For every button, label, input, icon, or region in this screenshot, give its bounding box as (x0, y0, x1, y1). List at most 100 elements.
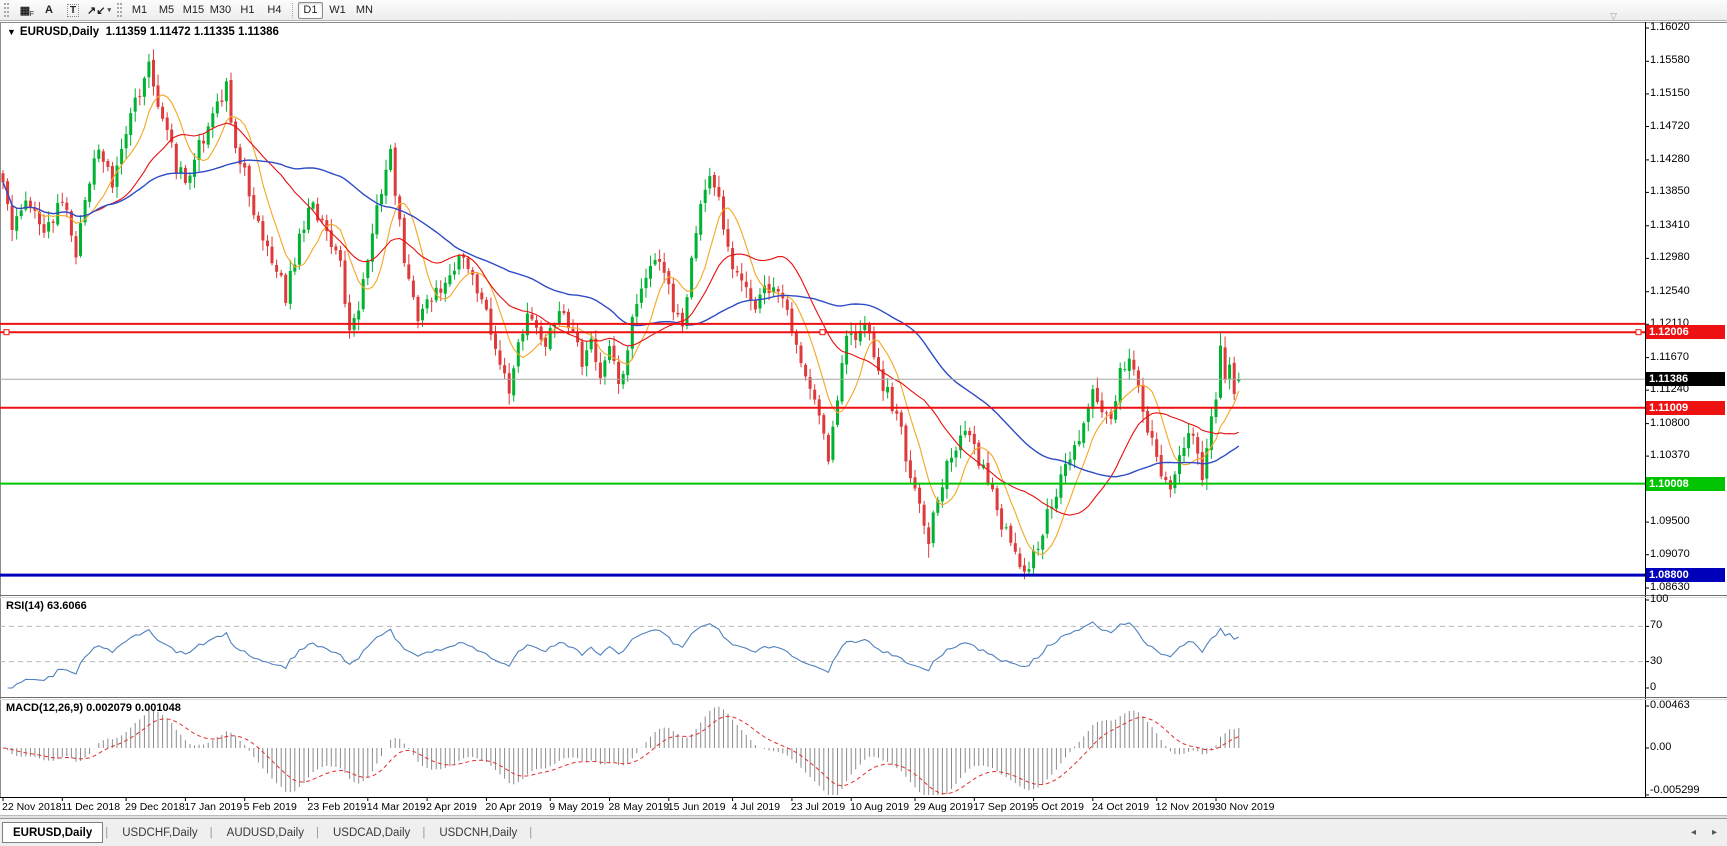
font-tool-icon[interactable]: A (45, 4, 53, 16)
chart-tabs: EURUSD,Daily | USDCHF,Daily | AUDUSD,Daily | U… (0, 819, 534, 846)
date-tick-label: 20 Apr 2019 (485, 801, 542, 813)
toolbar: ▦ F A T ↗↙ ▾ M1 M5 M15 M30 H1 H4 D1 W1 MN (0, 0, 1727, 21)
price-tick-label: 1.13410 (1650, 218, 1690, 231)
tab-separator: | (529, 826, 533, 839)
chart-ohlc: 1.11359 1.11472 1.11335 1.11386 (105, 26, 279, 38)
tab-separator: | (105, 826, 109, 839)
chart-title: ▼ EURUSD,Daily 1.11359 1.11472 1.11335 1.… (7, 26, 279, 38)
rsi-tick-label: 100 (1650, 593, 1669, 605)
toolbar-grip[interactable] (4, 3, 9, 17)
chart-tab-usdcad[interactable]: USDCAD,Daily (332, 826, 411, 839)
chart-tabs-bar: EURUSD,Daily | USDCHF,Daily | AUDUSD,Daily | U… (0, 818, 1727, 846)
chart-grid-icon[interactable]: ▦ F (19, 4, 34, 18)
date-tick-label: 12 Nov 2019 (1155, 801, 1216, 813)
rsi-tick-label: 70 (1650, 619, 1663, 632)
hline-price-label: 1.12006 (1646, 325, 1725, 340)
rsi-tick-label: 30 (1650, 654, 1663, 667)
rsi-tick-label: 0 (1650, 681, 1657, 693)
tab-scroll-arrows: ◂ ▸ (1691, 819, 1717, 846)
chart-tab-eurusd[interactable]: EURUSD,Daily (2, 822, 104, 843)
date-tick-label: 5 Feb 2019 (243, 801, 297, 813)
price-tick-label: 1.10370 (1650, 449, 1690, 462)
toolbar-separator (291, 2, 293, 18)
arrow-objects-icon[interactable]: ↗↙ ▾ (87, 4, 111, 17)
date-tick-label: 2 Apr 2019 (426, 801, 477, 813)
hline-handle[interactable] (819, 329, 826, 336)
timeframe-h1-button[interactable]: H1 (240, 4, 255, 16)
date-tick-label: 23 Jul 2019 (790, 801, 846, 813)
chart-tab-audusd[interactable]: AUDUSD,Daily (226, 826, 304, 839)
hline-price-label: 1.08800 (1646, 568, 1725, 583)
tab-separator: | (315, 826, 319, 839)
tab-scroll-right-icon[interactable]: ▸ (1711, 827, 1717, 838)
rsi-indicator-label: RSI(14) 63.6066 (6, 600, 87, 612)
price-tick-label: 1.16020 (1650, 21, 1690, 33)
price-tick-label: 1.12540 (1650, 284, 1690, 297)
date-tick-label: 11 Dec 2018 (61, 801, 121, 813)
date-tick-label: 4 Jul 2019 (731, 801, 781, 813)
current-price-label: 1.11386 (1646, 372, 1725, 387)
chart-shift-marker-icon[interactable]: ▽ (1610, 11, 1617, 21)
text-label-tool-icon[interactable]: T (62, 2, 84, 19)
timeframe-h4-button[interactable]: H4 (267, 4, 282, 16)
timeframe-bar: M1 M5 M15 M30 H1 H4 D1 W1 MN (126, 1, 378, 19)
ma-8-line[interactable] (2, 94, 1240, 556)
timeframe-w1-button[interactable]: W1 (329, 4, 346, 16)
hline-price-label: 1.11009 (1646, 400, 1725, 415)
chart-tab-usdchf[interactable]: USDCHF,Daily (122, 826, 198, 839)
hline-handle[interactable] (3, 329, 10, 336)
price-tick-label: 1.14720 (1650, 119, 1690, 132)
chart-tab-usdcnh[interactable]: USDCNH,Daily (439, 826, 518, 839)
date-tick-label: 9 May 2019 (549, 801, 605, 813)
timeframe-m5-button[interactable]: M5 (158, 4, 175, 16)
tab-separator: | (422, 826, 426, 839)
date-tick-label: 5 Oct 2019 (1032, 801, 1084, 813)
chart-symbol-period: EURUSD,Daily (19, 26, 100, 38)
price-tick-label: 1.15580 (1650, 54, 1690, 67)
price-tick-label: 1.14280 (1650, 152, 1690, 165)
date-tick-label: 15 Jun 2019 (667, 801, 726, 813)
macd-tick-label: -0.005299 (1650, 784, 1700, 796)
toolbar-grip-2[interactable] (116, 3, 122, 17)
date-tick-label: 28 May 2019 (608, 801, 670, 813)
hline-handle[interactable] (1635, 329, 1642, 336)
date-tick-label: 29 Dec 2018 (125, 801, 185, 813)
rsi-line (7, 621, 1240, 689)
date-tick-label: 30 Nov 2019 (1214, 801, 1275, 813)
date-tick-label: 17 Jan 2019 (184, 801, 243, 813)
hline-price-label: 1.10008 (1646, 476, 1725, 491)
macd-indicator-label: MACD(12,26,9) 0.002079 0.001048 (6, 702, 181, 714)
date-tick-label: 22 Nov 2018 (2, 801, 62, 813)
timeframe-m1-button[interactable]: M1 (131, 4, 148, 16)
tab-separator: | (209, 826, 213, 839)
timeframe-m15-button[interactable]: M15 (182, 4, 205, 16)
timeframe-d1-button[interactable]: D1 (297, 1, 323, 19)
tab-scroll-left-icon[interactable]: ◂ (1690, 827, 1696, 838)
candles-layer (1, 49, 1241, 580)
ma-50-line[interactable] (2, 159, 1240, 478)
drawing-tools: ▦ F A T ↗↙ ▾ (13, 2, 113, 19)
timeframe-mn-button[interactable]: MN (355, 4, 373, 16)
price-tick-label: 1.08630 (1650, 581, 1690, 593)
price-tick-label: 1.10800 (1650, 416, 1690, 429)
date-tick-label: 24 Oct 2019 (1091, 801, 1150, 813)
ma-21-line[interactable] (2, 122, 1239, 516)
date-tick-label: 29 Aug 2019 (914, 801, 973, 813)
price-tick-label: 1.09500 (1650, 515, 1690, 528)
statusbar-divider (0, 815, 1727, 818)
macd-signal-line (2, 715, 1240, 795)
macd-tick-label: 0.00 (1650, 741, 1672, 753)
chart-collapse-icon[interactable]: ▼ (7, 27, 16, 37)
price-tick-label: 1.15150 (1650, 86, 1690, 99)
date-tick-label: 10 Aug 2019 (850, 801, 910, 813)
date-tick-label: 23 Feb 2019 (307, 801, 367, 813)
macd-histogram (7, 706, 1240, 795)
timeframe-m30-button[interactable]: M30 (209, 4, 232, 16)
price-tick-label: 1.11670 (1650, 350, 1689, 363)
price-tick-label: 1.09070 (1650, 547, 1690, 560)
chart-canvas (0, 22, 1727, 801)
price-tick-label: 1.12980 (1650, 251, 1690, 264)
price-tick-label: 1.13850 (1650, 185, 1690, 198)
macd-tick-label: 0.00463 (1650, 699, 1690, 711)
